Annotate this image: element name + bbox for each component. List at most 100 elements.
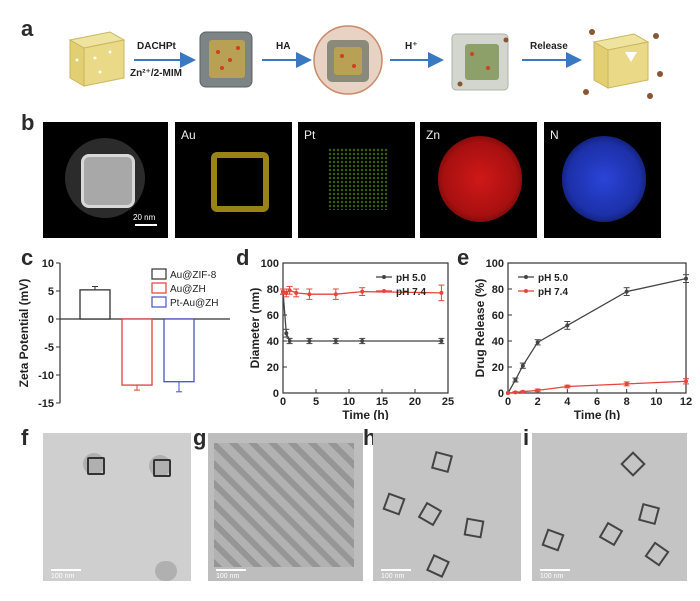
released-cube (583, 29, 663, 99)
x-tick-label: 20 (409, 396, 421, 408)
y-tick-label: 60 (267, 310, 279, 322)
x-axis-label: Time (h) (342, 408, 388, 420)
drug-release-chart: 0 2 4 6 8 10 12 0 20 40 60 80 100 Time (h) Drug Releas… (473, 258, 692, 420)
data-point-ph-7-4 (333, 292, 338, 297)
stem-scalebar (135, 224, 157, 226)
legend-marker (382, 289, 386, 293)
data-point-ph-5-0 (284, 331, 289, 336)
tem-h-scalebar: 100 nm (381, 573, 405, 580)
y-tick-label: -15 (38, 398, 54, 410)
panel-label-e: e (457, 245, 470, 270)
data-point-ph-7-4 (520, 389, 525, 394)
x-tick-label: 5 (313, 396, 319, 408)
eds-label-pt: Pt (304, 128, 316, 142)
x-tick-label: 25 (442, 396, 454, 408)
data-point-ph-5-0 (535, 340, 540, 345)
y-tick-label: 40 (492, 336, 504, 348)
panel-label-i: i (523, 425, 530, 450)
data-point-ph-7-4 (307, 292, 312, 297)
x-tick-label: 4 (564, 396, 571, 408)
scheme-label-zn-mim: Zn²⁺/2-MIM (130, 68, 182, 79)
legend-swatch (151, 296, 167, 308)
x-tick-label: 10 (343, 396, 355, 408)
eds-map-n: N (544, 122, 661, 238)
legend-label-au-zh: Au@ZH (170, 284, 206, 295)
data-point-ph-7-4 (624, 381, 629, 386)
data-point-ph-5-0 (333, 339, 338, 343)
data-point-ph-5-0 (439, 339, 444, 343)
panel-label-g: g (193, 425, 207, 450)
diameter-chart: 0 5 10 15 20 25 0 20 40 60 80 100 Time (h) Diameter (… (248, 258, 454, 420)
data-point-ph-7-4 (506, 391, 510, 395)
legend-label-au-zif-8: Au@ZIF-8 (170, 270, 217, 281)
scheme-label-release: Release (530, 41, 568, 52)
scheme-label-ha: HA (276, 41, 290, 52)
x-tick-label: 0 (280, 396, 286, 408)
panel-label-a: a (21, 16, 34, 41)
legend-label-ph-7-4: pH 7.4 (396, 287, 426, 298)
data-point-ph-7-4 (287, 288, 292, 293)
bar-au-zif-8 (79, 289, 111, 320)
scheme-label-h-plus: H⁺ (405, 41, 418, 52)
data-point-ph-5-0 (360, 339, 365, 343)
y-tick-label: 100 (261, 258, 279, 270)
panel-label-f: f (21, 425, 29, 450)
legend-swatch (151, 268, 167, 280)
tem-image-f: 100 nm (43, 433, 191, 581)
y-tick-label: 10 (42, 258, 54, 270)
y-tick-label: 0 (48, 314, 54, 326)
au-nanocage-cube (68, 31, 126, 87)
x-axis-label: Time (h) (574, 408, 620, 420)
eds-label-n: N (550, 128, 559, 142)
data-point-ph-5-0 (684, 276, 688, 281)
legend-swatch (151, 282, 167, 294)
zeta-potential-chart: 10 5 0 -5 -10 -15 Zeta Potential (mV) Au@ZIF-8 A… (17, 258, 230, 410)
legend-marker (382, 275, 386, 279)
legend-label-ph-5-0: pH 5.0 (396, 273, 426, 284)
y-axis-label: Drug Release (%) (473, 279, 487, 378)
panel-label-d: d (236, 245, 250, 270)
tem-i-scalebar: 100 nm (540, 573, 564, 580)
y-tick-label: 0 (273, 388, 279, 400)
tem-g-scalebar: 100 nm (216, 573, 240, 580)
x-tick-label: 15 (376, 396, 388, 408)
y-tick-label: 100 (486, 258, 504, 270)
x-tick-label: 6 (594, 396, 600, 408)
panel-label-c: c (21, 245, 34, 270)
y-tick-label: 80 (267, 284, 279, 296)
x-tick-label: 12 (680, 396, 692, 408)
eds-map-zn: Zn (420, 122, 537, 238)
plot-frame (282, 262, 449, 394)
y-tick-label: -5 (44, 342, 54, 354)
eds-label-zn: Zn (426, 128, 441, 142)
data-point-ph-5-0 (513, 378, 518, 382)
y-tick-label: 5 (48, 286, 54, 298)
legend-label-ph-5-0: pH 5.0 (538, 273, 568, 284)
plot-frame (507, 262, 687, 394)
x-tick-label: 8 (624, 396, 630, 408)
legend-marker (524, 289, 528, 293)
au-zif-cube (199, 31, 253, 88)
data-point-ph-7-4 (684, 379, 688, 384)
tem-image-h: 100 nm (373, 433, 521, 581)
y-tick-label: -10 (38, 370, 54, 382)
eds-label-au: Au (181, 128, 196, 142)
synthesis-scheme: DACHPt Zn²⁺/2-MIM HA H⁺ Release (68, 25, 663, 99)
y-tick-label: 60 (492, 310, 504, 322)
data-point-ph-7-4 (513, 390, 518, 395)
data-point-ph-5-0 (520, 363, 525, 368)
legend-label-ph-7-4: pH 7.4 (538, 287, 568, 298)
tem-f-scalebar: 100 nm (51, 573, 75, 580)
scheme-label-dachpt: DACHPt (137, 41, 177, 52)
eds-map-pt: Pt (298, 122, 415, 238)
y-axis-label: Diameter (nm) (248, 288, 262, 369)
x-tick-label: 10 (650, 396, 662, 408)
stem-scalebar-label: 20 nm (133, 213, 156, 222)
ha-coated-particle (313, 25, 383, 95)
x-tick-label: 2 (535, 396, 541, 408)
y-tick-label: 80 (492, 284, 504, 296)
data-point-ph-7-4 (281, 289, 285, 294)
series-line-ph-5-0 (507, 277, 687, 394)
data-point-ph-7-4 (535, 388, 540, 393)
data-point-ph-5-0 (565, 323, 570, 328)
